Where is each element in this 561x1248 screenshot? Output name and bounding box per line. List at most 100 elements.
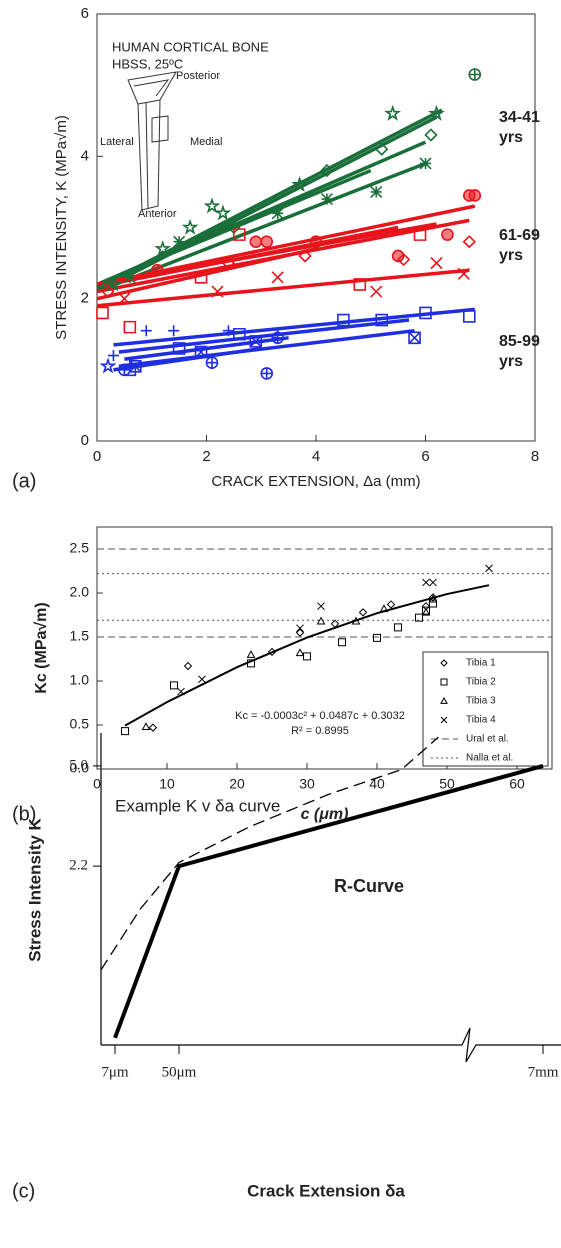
data-point — [271, 271, 284, 284]
x-tick-label: 60 — [509, 776, 525, 792]
data-point — [430, 257, 443, 270]
data-point — [386, 600, 396, 609]
group-label: 61-69 — [499, 227, 540, 244]
legend-label: Tibia 4 — [466, 715, 496, 726]
legend-label: Tibia 2 — [466, 677, 496, 688]
data-point — [99, 357, 117, 374]
x-tick-label: 0 — [93, 448, 101, 465]
data-point — [462, 235, 476, 249]
group-label: 85-99 — [499, 333, 540, 350]
data-point — [384, 104, 402, 121]
data-point — [413, 228, 427, 241]
y-tick-label: 0 — [81, 432, 89, 449]
data-point — [429, 599, 437, 608]
x-tick-label: 8 — [531, 448, 539, 465]
data-point — [441, 228, 454, 241]
trendline — [124, 584, 490, 727]
curve — [100, 736, 439, 971]
fit-line — [113, 307, 475, 347]
x-axis-label: CRACK EXTENSION, Δa (mm) — [211, 473, 420, 490]
fit-line — [96, 168, 372, 287]
data-point — [222, 325, 234, 337]
x-axis-label: Crack Extension δa — [247, 1181, 405, 1200]
data-point — [337, 313, 350, 327]
data-point — [320, 192, 334, 206]
data-point — [375, 313, 388, 327]
data-point — [428, 593, 438, 602]
data-point — [101, 284, 115, 299]
legend-marker — [440, 716, 448, 724]
legend-box — [422, 651, 549, 767]
legend-marker — [440, 696, 448, 704]
legend-label: Ural et al. — [466, 734, 509, 745]
data-point — [338, 638, 346, 647]
x-tick-label: 50 — [439, 776, 455, 792]
data-point — [421, 607, 431, 616]
legend-label: Nalla et al. — [466, 753, 513, 764]
data-point — [183, 661, 193, 671]
data-point — [428, 104, 445, 121]
y-axis-label: STRESS INTENSITY, K (MPa√m) — [53, 115, 70, 340]
data-point — [419, 157, 432, 170]
data-point — [150, 263, 164, 277]
data-point — [379, 604, 389, 613]
data-point — [170, 681, 178, 690]
x-tick-label: 50μm — [162, 1064, 197, 1080]
inset-label: Anterior — [138, 208, 177, 220]
data-point — [295, 648, 305, 657]
data-point — [317, 602, 325, 611]
x-tick-label: 7mm — [528, 1064, 559, 1080]
data-point — [468, 68, 482, 81]
data-point — [194, 271, 208, 284]
data-point — [422, 578, 430, 587]
data-point — [468, 189, 482, 202]
x-tick-label: 0 — [93, 776, 101, 792]
data-point — [249, 335, 263, 348]
y-tick-label: 6 — [81, 5, 89, 22]
y-tick-label: 2.0 — [70, 584, 90, 600]
y-tick-label: 0.0 — [70, 760, 90, 776]
data-point — [457, 267, 470, 280]
panel-label: (a) — [12, 470, 36, 492]
bone-diagram — [127, 71, 177, 211]
data-point — [118, 363, 131, 377]
data-point — [330, 619, 340, 629]
data-point — [428, 594, 438, 603]
data-point — [429, 578, 437, 587]
inset-label: Posterior — [176, 70, 220, 82]
equation: Kc = -0.0003c² + 0.0487c + 0.3032 — [235, 710, 405, 722]
data-point — [422, 606, 430, 615]
inset-label: Medial — [190, 136, 222, 148]
data-point — [373, 633, 381, 642]
y-axis-label: Stress Intensity K — [25, 817, 44, 961]
data-point — [394, 623, 402, 632]
data-point — [194, 345, 208, 359]
data-point — [101, 277, 115, 292]
data-point — [246, 650, 256, 658]
plot-frame — [96, 526, 553, 770]
data-point — [172, 342, 186, 355]
data-point — [316, 616, 326, 625]
data-point — [267, 647, 277, 657]
data-point — [198, 675, 206, 684]
curve-label: R-Curve — [334, 876, 404, 896]
data-point — [140, 325, 152, 337]
group-label: yrs — [499, 353, 523, 370]
x-axis-label: c (μm) — [301, 806, 349, 823]
data-point — [205, 356, 219, 369]
plot-frame — [96, 13, 536, 442]
y-tick-label: 2.2 — [69, 858, 88, 874]
data-point — [303, 652, 311, 661]
data-point — [107, 350, 119, 362]
data-point — [353, 278, 367, 291]
data-point — [203, 197, 221, 214]
data-point — [211, 285, 224, 298]
x-tick-label: 20 — [229, 776, 245, 792]
data-point — [396, 252, 411, 267]
data-point — [463, 310, 476, 323]
data-point — [181, 218, 199, 235]
x-tick-label: 10 — [159, 776, 175, 792]
data-point — [214, 204, 232, 221]
x-tick-label: 6 — [421, 448, 429, 465]
